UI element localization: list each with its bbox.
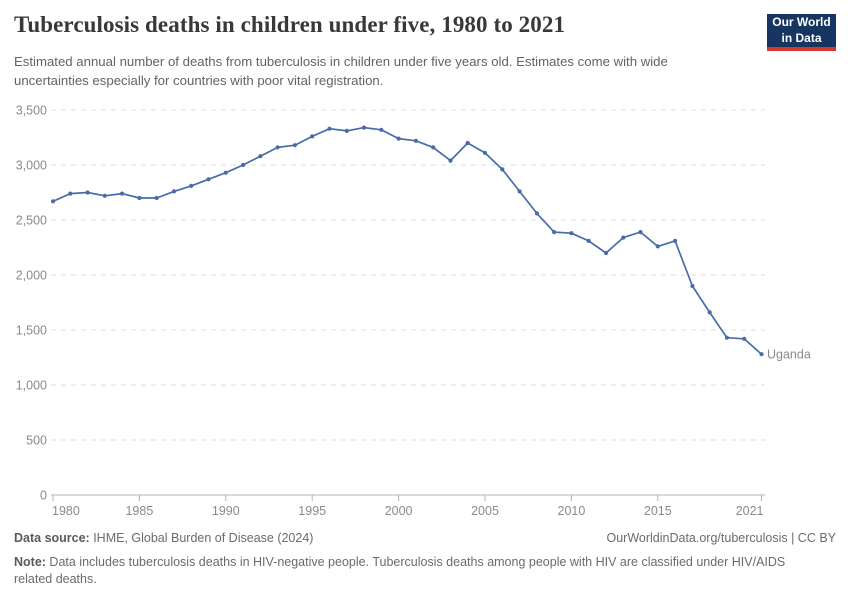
- data-point[interactable]: [759, 352, 764, 357]
- line-chart: 0 500 1,000 1,500 2,000 2,500 3,000 3,500 1980 19…: [16, 104, 811, 519]
- y-axis-tick-label: 2,000: [16, 269, 47, 283]
- chart-note: Note: Data includes tuberculosis deaths …: [14, 554, 814, 589]
- data-source-text: IHME, Global Burden of Disease (2024): [89, 531, 314, 545]
- data-point[interactable]: [206, 177, 211, 182]
- data-point[interactable]: [223, 170, 228, 175]
- data-point[interactable]: [50, 199, 56, 204]
- note-text: Data includes tuberculosis deaths in HIV…: [14, 555, 786, 587]
- y-axis-tick-label: 0: [40, 489, 47, 503]
- y-axis-tick-label: 3,000: [16, 159, 47, 173]
- y-axis-tick-label: 2,500: [16, 214, 47, 228]
- y-axis-tick-label: 1,000: [16, 379, 47, 393]
- uganda-line[interactable]: [52, 126, 763, 356]
- data-point[interactable]: [724, 335, 730, 340]
- data-point[interactable]: [154, 195, 159, 201]
- data-point[interactable]: [258, 154, 263, 159]
- x-axis-tick-label: 2010: [558, 504, 586, 518]
- owid-url-link[interactable]: OurWorldinData.org/tuberculosis | CC BY: [606, 531, 837, 545]
- y-axis-tick-label: 3,500: [16, 104, 47, 118]
- data-point[interactable]: [275, 145, 280, 150]
- data-point[interactable]: [292, 143, 297, 148]
- data-point[interactable]: [742, 336, 747, 341]
- data-point[interactable]: [344, 128, 349, 133]
- data-point[interactable]: [655, 244, 660, 249]
- data-point[interactable]: [189, 183, 194, 188]
- x-axis-tick-label: 2021: [736, 504, 764, 518]
- data-point[interactable]: [500, 167, 505, 172]
- data-point[interactable]: [102, 193, 107, 198]
- x-axis-tick-label: 2000: [385, 504, 413, 518]
- y-axis-tick-label: 500: [26, 434, 47, 448]
- chart-subtitle: Estimated annual number of deaths from t…: [14, 54, 668, 88]
- chart-footer: Data source: IHME, Global Burden of Dise…: [14, 531, 836, 545]
- data-point[interactable]: [431, 145, 436, 150]
- data-point[interactable]: [586, 238, 591, 243]
- x-axis-tick-label: 2005: [471, 504, 499, 518]
- y-axis-tick-label: 1,500: [16, 324, 47, 338]
- data-point[interactable]: [310, 134, 315, 139]
- data-point[interactable]: [68, 191, 73, 196]
- data-point[interactable]: [85, 190, 90, 195]
- note-label: Note:: [14, 555, 46, 569]
- data-point[interactable]: [673, 238, 678, 243]
- owid-logo-line2: in Data: [781, 30, 822, 45]
- data-source: Data source: IHME, Global Burden of Dise…: [14, 531, 313, 545]
- data-point[interactable]: [465, 140, 470, 146]
- data-point[interactable]: [241, 162, 246, 168]
- data-point[interactable]: [482, 150, 488, 155]
- data-point[interactable]: [361, 125, 367, 130]
- x-axis-tick-label: 1980: [52, 504, 80, 518]
- data-point[interactable]: [621, 235, 626, 240]
- data-point[interactable]: [707, 310, 712, 315]
- data-point[interactable]: [171, 189, 177, 194]
- data-point[interactable]: [120, 191, 125, 196]
- data-point[interactable]: [413, 138, 418, 143]
- data-point[interactable]: [690, 283, 695, 289]
- data-point[interactable]: [448, 158, 453, 163]
- data-point[interactable]: [327, 126, 332, 131]
- data-point[interactable]: [517, 189, 522, 194]
- data-point[interactable]: [603, 250, 609, 256]
- x-axis-tick-label: 2015: [644, 504, 672, 518]
- data-point[interactable]: [534, 211, 540, 216]
- series-entity-label[interactable]: Uganda: [767, 348, 811, 362]
- x-axis-tick-label: 1985: [125, 504, 153, 518]
- data-point[interactable]: [638, 230, 643, 235]
- data-point[interactable]: [569, 231, 574, 236]
- data-source-label: Data source:: [14, 531, 90, 545]
- x-axis-tick-label: 1990: [212, 504, 240, 518]
- data-point[interactable]: [396, 136, 401, 141]
- page-title: Tuberculosis deaths in children under fi…: [14, 12, 566, 37]
- data-point[interactable]: [137, 195, 142, 201]
- owid-logo-line1: Our World: [772, 14, 831, 29]
- x-axis-tick-label: 1995: [298, 504, 326, 518]
- owid-logo[interactable]: Our World in Data: [767, 14, 836, 51]
- data-point[interactable]: [552, 230, 557, 235]
- data-point[interactable]: [379, 127, 384, 132]
